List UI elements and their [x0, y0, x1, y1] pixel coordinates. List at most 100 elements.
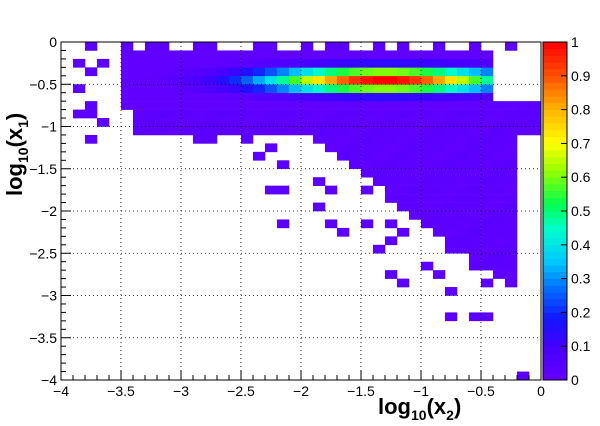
heatmap-cell — [325, 185, 338, 195]
heatmap-cell — [349, 126, 362, 136]
heatmap-cell — [361, 168, 374, 178]
colorbar-segment — [543, 231, 567, 239]
heatmap-cell — [397, 101, 410, 110]
heatmap-cell — [517, 126, 530, 136]
colorbar-segment — [543, 305, 567, 313]
heatmap-cell — [229, 101, 242, 110]
heatmap-cell — [229, 92, 242, 102]
heatmap-cell — [145, 58, 158, 68]
heatmap-cell — [457, 185, 470, 195]
heatmap-cell — [481, 160, 494, 170]
heatmap-cell — [505, 177, 518, 186]
colorbar-segment — [543, 224, 567, 232]
heatmap-cell — [469, 75, 482, 85]
heatmap-cell — [445, 143, 458, 153]
heatmap-cell — [193, 50, 206, 60]
heatmap-cell — [445, 151, 458, 161]
colorbar-segment — [543, 62, 567, 70]
x-tick-label: −4 — [53, 383, 69, 399]
heatmap-cell — [397, 134, 410, 144]
heatmap-cell — [97, 118, 110, 127]
heatmap-cell — [469, 177, 482, 186]
x-tick-label: −1 — [413, 383, 429, 399]
heatmap-cell — [493, 236, 506, 246]
heatmap-cell — [337, 151, 350, 161]
heatmap-cell — [205, 58, 218, 68]
heatmap-cell — [457, 118, 470, 127]
heatmap-cell — [385, 168, 398, 178]
heatmap-cell — [421, 75, 434, 85]
heatmap-cell — [493, 177, 506, 186]
heatmap-cell — [193, 42, 206, 51]
heatmap-cell — [481, 219, 494, 229]
heatmap-cell — [121, 58, 134, 68]
heatmap-cell — [97, 58, 110, 68]
heatmap-cell — [217, 50, 230, 60]
heatmap-cell — [337, 126, 350, 136]
heatmap-cell — [157, 126, 170, 136]
heatmap-cell — [145, 50, 158, 60]
heatmap-cell — [433, 134, 446, 144]
heatmap-cell — [397, 58, 410, 68]
heatmap-cell — [217, 109, 230, 119]
heatmap-cell — [169, 58, 182, 68]
heatmap-cell — [433, 160, 446, 170]
heatmap-cell — [157, 50, 170, 60]
heatmap-cell — [469, 134, 482, 144]
x-axis-title: log10(x2) — [378, 394, 461, 421]
colorbar-segment — [543, 238, 567, 246]
heatmap-cell — [481, 244, 494, 254]
heatmap-cell — [469, 84, 482, 93]
heatmap-cell — [469, 92, 482, 102]
heatmap-cell — [145, 75, 158, 85]
heatmap-cell — [145, 92, 158, 102]
heatmap-cell — [481, 126, 494, 136]
heatmap-cell — [265, 126, 278, 136]
colorbar-segment — [543, 143, 567, 151]
heatmap-cell — [385, 50, 398, 60]
heatmap-cell — [469, 185, 482, 195]
heatmap-cell — [277, 58, 290, 68]
heatmap-cell — [277, 50, 290, 60]
heatmap-cell — [157, 67, 170, 77]
heatmap-cell — [205, 109, 218, 119]
heatmap-cell — [469, 50, 482, 60]
x-tick-label: 0 — [537, 383, 545, 399]
heatmap-cell — [445, 50, 458, 60]
heatmap-cell — [289, 58, 302, 68]
heatmap-cell — [193, 118, 206, 127]
heatmap-cell — [349, 84, 362, 93]
heatmap-cell — [529, 109, 542, 119]
heatmap-cell — [493, 244, 506, 254]
heatmap-cell — [481, 67, 494, 77]
colorbar-segment — [543, 82, 567, 90]
colorbar-segment — [543, 346, 567, 354]
heatmap-cell — [457, 202, 470, 212]
heatmap-cell — [505, 168, 518, 178]
heatmap-cell — [433, 143, 446, 153]
heatmap-cell — [313, 118, 326, 127]
heatmap-cell — [325, 75, 338, 85]
colorbar-segment — [543, 150, 567, 158]
colorbar-segment — [543, 156, 567, 165]
colorbar-tick-label: 0.7 — [571, 135, 591, 151]
heatmap-cell — [385, 134, 398, 144]
colorbar-segment — [543, 244, 567, 252]
heatmap-cell — [169, 109, 182, 119]
heatmap-cell — [349, 58, 362, 68]
heatmap-cell — [133, 58, 146, 68]
heatmap-cell — [277, 84, 290, 93]
heatmap-cell — [421, 261, 434, 271]
colorbar-segment — [543, 204, 567, 212]
heatmap-cell — [361, 185, 374, 195]
heatmap-cell — [421, 101, 434, 110]
y-axis-ticks: 0 −0.5 −1 −1.5 −2 −2.5 −3 −3.5 −4 — [29, 34, 71, 388]
heatmap-cell — [397, 227, 410, 237]
heatmap-cell — [253, 151, 266, 161]
heatmap-cell — [277, 109, 290, 119]
heatmap-cell — [349, 50, 362, 60]
heatmap-cell — [397, 177, 410, 186]
heatmap-cell — [433, 42, 446, 51]
heatmap-cell — [373, 84, 386, 93]
heatmap-cell — [445, 202, 458, 212]
